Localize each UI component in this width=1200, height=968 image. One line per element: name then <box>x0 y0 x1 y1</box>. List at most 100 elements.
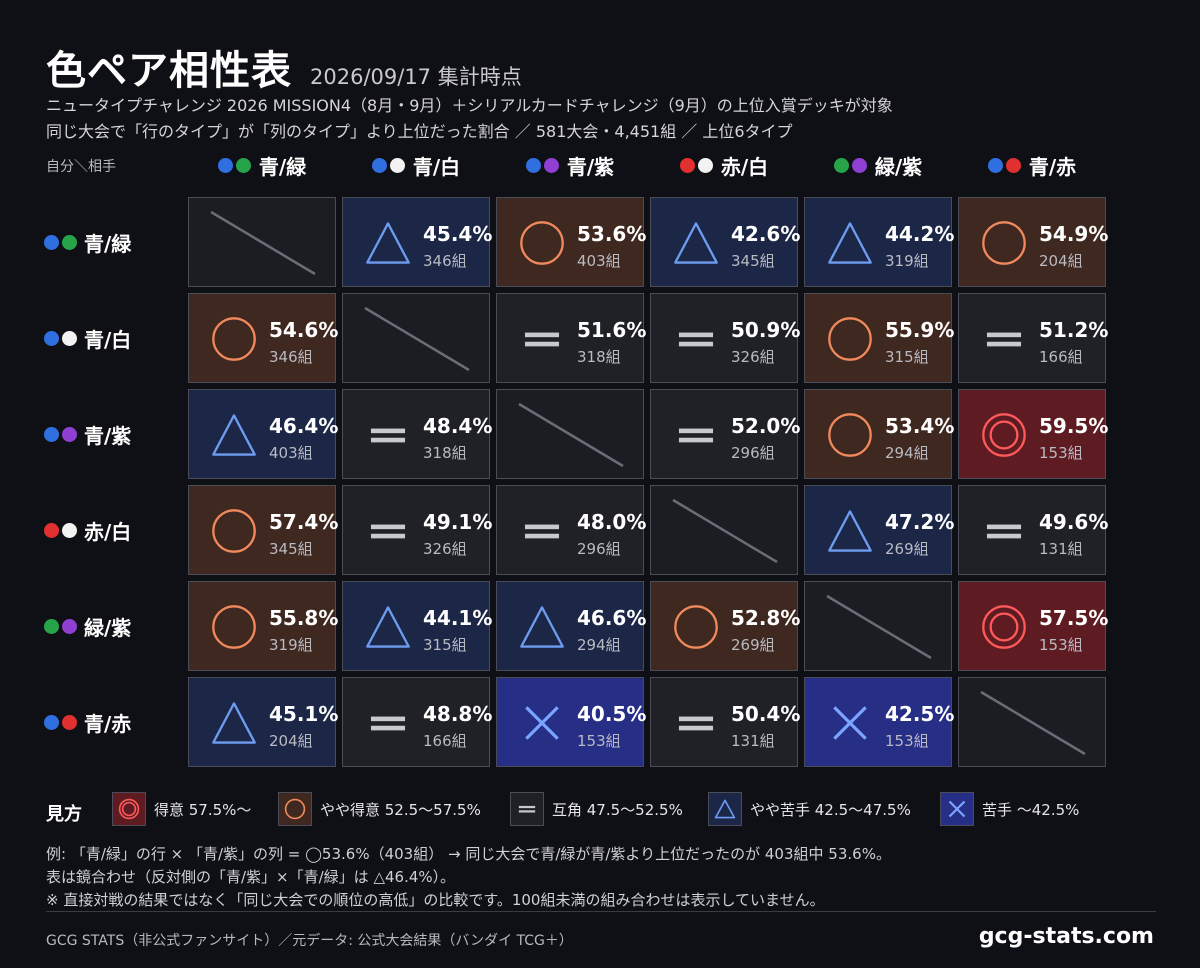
matchup-cell: 42.5% 153組 <box>804 677 954 767</box>
circle-icon <box>673 604 719 650</box>
win-rate: 44.2% <box>885 222 955 246</box>
win-rate: 45.1% <box>269 702 339 726</box>
green-dot <box>44 618 59 634</box>
equals-icon <box>673 412 719 458</box>
matchup-cell: 44.2% 319組 <box>804 197 955 287</box>
sample-count: 131組 <box>731 732 775 750</box>
matchup-cell: 48.4% 318組 <box>342 389 492 479</box>
blue-dot <box>217 157 233 173</box>
matchup-cell: 55.9% 315組 <box>804 293 955 383</box>
win-rate: 55.8% <box>269 606 339 630</box>
row-header: 青/紫 <box>44 419 174 449</box>
sample-count: 315組 <box>423 636 467 654</box>
diagonal-line <box>980 690 1086 756</box>
legend-label: 得意 57.5%〜 <box>154 800 252 819</box>
equals-icon <box>365 412 411 458</box>
blue-dot <box>987 157 1003 173</box>
subtitle-method: 同じ大会で「行のタイプ」が「列のタイプ」より上位だった割合 ／ 581大会・4,… <box>46 122 793 141</box>
matchup-cell: 49.6% 131組 <box>958 485 1108 575</box>
divider <box>46 911 1156 912</box>
win-rate: 51.6% <box>577 318 647 342</box>
matchup-cell: 57.4% 345組 <box>188 485 339 575</box>
triangle-icon <box>365 604 411 650</box>
color-dots <box>987 157 1021 173</box>
legend-item: 苦手 〜42.5% <box>940 792 1079 826</box>
equals-icon <box>673 700 719 746</box>
double-circle-icon <box>981 604 1027 650</box>
sample-count: 204組 <box>269 732 313 750</box>
diagonal-cell <box>958 677 1106 767</box>
matchup-cell: 48.0% 296組 <box>496 485 647 575</box>
win-rate: 48.8% <box>423 702 493 726</box>
note-mirror: 表は鏡合わせ（反対側の「青/紫」×「青/緑」は △46.4%）。 <box>46 868 456 886</box>
diagonal-cell <box>188 197 336 287</box>
column-header: 赤/白 <box>650 150 798 180</box>
matchup-cell: 40.5% 153組 <box>496 677 646 767</box>
sample-count: 269組 <box>731 636 775 654</box>
column-header-label: 赤/白 <box>720 154 769 179</box>
win-rate: 49.1% <box>423 510 493 534</box>
sample-count: 345組 <box>269 540 313 558</box>
color-dots <box>44 330 77 346</box>
red-dot <box>1005 157 1021 173</box>
white-dot <box>62 330 77 346</box>
column-header: 青/緑 <box>188 150 336 180</box>
color-dots <box>44 714 77 730</box>
red-dot <box>44 522 59 538</box>
sample-count: 403組 <box>577 252 621 270</box>
color-dots <box>44 618 77 634</box>
row-header-label: 青/紫 <box>84 423 132 448</box>
blue-dot <box>44 330 59 346</box>
circle-icon <box>827 316 873 362</box>
sample-count: 153組 <box>1039 444 1083 462</box>
legend-item: やや得意 52.5〜57.5% <box>278 792 481 826</box>
green-dot <box>833 157 849 173</box>
matchup-cell: 54.9% 204組 <box>958 197 1109 287</box>
column-header: 青/紫 <box>496 150 644 180</box>
win-rate: 44.1% <box>423 606 493 630</box>
legend-swatch <box>510 792 544 826</box>
title-row: 色ペア相性表 2026/09/17 集計時点 <box>46 38 522 96</box>
legend-label: やや得意 52.5〜57.5% <box>320 800 481 819</box>
win-rate: 52.0% <box>731 414 801 438</box>
win-rate: 57.4% <box>269 510 339 534</box>
matchup-cell: 42.6% 345組 <box>650 197 800 287</box>
win-rate: 54.9% <box>1039 222 1109 246</box>
white-dot <box>389 157 405 173</box>
win-rate: 55.9% <box>885 318 955 342</box>
equals-icon <box>365 508 411 554</box>
purple-dot <box>62 618 77 634</box>
color-dots <box>44 522 77 538</box>
snapshot-date: 2026/09/17 集計時点 <box>310 65 522 89</box>
circle-icon <box>519 220 565 266</box>
legend-title: 見方 <box>46 804 82 825</box>
matchup-cell: 49.1% 326組 <box>342 485 493 575</box>
color-dots <box>371 157 405 173</box>
sample-count: 166組 <box>1039 348 1083 366</box>
triangle-icon <box>211 412 257 458</box>
column-header-label: 青/緑 <box>258 154 307 179</box>
sample-count: 318組 <box>423 444 467 462</box>
column-header: 青/赤 <box>958 150 1106 180</box>
sample-count: 346組 <box>423 252 467 270</box>
sample-count: 315組 <box>885 348 929 366</box>
blue-dot <box>371 157 387 173</box>
equals-icon <box>981 508 1027 554</box>
blue-dot <box>525 157 541 173</box>
triangle-icon <box>519 604 565 650</box>
legend-label: 互角 47.5〜52.5% <box>552 800 683 819</box>
sample-count: 319組 <box>269 636 313 654</box>
win-rate: 48.0% <box>577 510 647 534</box>
win-rate: 45.4% <box>423 222 493 246</box>
sample-count: 403組 <box>269 444 313 462</box>
win-rate: 53.6% <box>577 222 647 246</box>
win-rate: 50.4% <box>731 702 801 726</box>
matchup-cell: 50.9% 326組 <box>650 293 800 383</box>
sample-count: 131組 <box>1039 540 1083 558</box>
red-dot <box>679 157 695 173</box>
win-rate: 57.5% <box>1039 606 1109 630</box>
green-dot <box>62 234 77 250</box>
win-rate: 46.6% <box>577 606 647 630</box>
column-header: 青/白 <box>342 150 490 180</box>
column-header: 緑/紫 <box>804 150 952 180</box>
